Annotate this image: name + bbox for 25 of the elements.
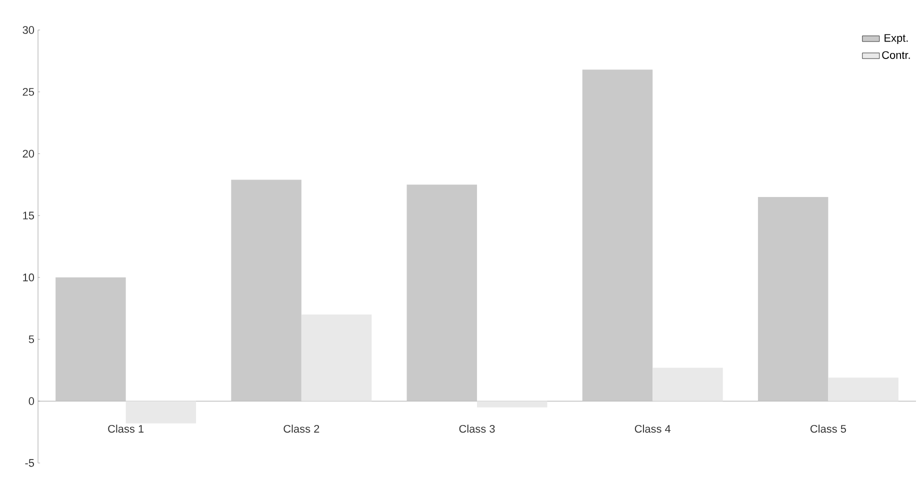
x-tick-label: Class 4 [634,424,671,433]
y-tick-label: 10 [23,274,34,282]
y-tick-label: 25 [22,88,34,96]
y-tick-label: -5 [25,459,34,467]
bar [828,378,898,402]
y-tick-label: 20 [22,150,34,158]
y-tick-label: 15 [23,212,34,220]
bar [301,314,372,402]
bar [126,401,196,424]
x-tick-label: Class 2 [284,424,320,433]
bar [56,277,126,402]
bar [231,180,302,402]
legend-label: Contr. [882,51,910,59]
y-tick-label: 5 [28,335,34,344]
bar [406,184,478,402]
x-tick-label: Class 1 [108,424,144,433]
x-tick-label: Class 3 [459,424,495,433]
bar [652,368,723,402]
bar [477,401,548,408]
legend-label: Expt. [884,34,908,44]
y-tick-label: 0 [28,397,34,406]
bar [758,197,828,402]
bar [582,70,653,402]
x-tick-label: Class 5 [810,424,846,433]
y-tick-label: 30 [22,26,34,34]
